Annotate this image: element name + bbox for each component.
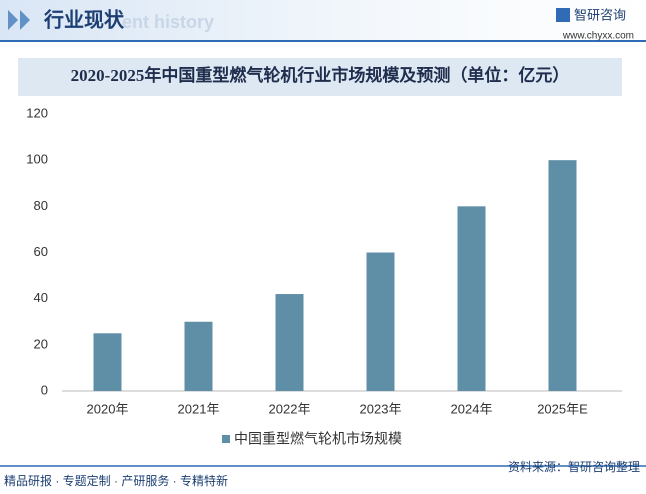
x-tick-label: 2021年 <box>178 401 220 416</box>
brand-url: www.chyxx.com <box>562 31 634 42</box>
y-tick-label: 40 <box>34 290 48 305</box>
legend-swatch <box>222 435 230 443</box>
header-title: 行业现状 <box>43 7 125 31</box>
y-tick-label: 20 <box>34 336 48 351</box>
bar <box>275 294 304 391</box>
bar <box>548 160 577 391</box>
header-band <box>0 0 646 42</box>
y-tick-label: 100 <box>26 152 48 167</box>
y-tick-label: 80 <box>34 198 48 213</box>
bar <box>457 206 486 391</box>
header-icon <box>8 10 30 30</box>
footer-left: 精品研报 · 专题定制 · 产研服务 · 专精特新 <box>4 473 228 488</box>
x-tick-label: 2025年E <box>537 401 588 416</box>
title-box <box>18 58 622 96</box>
header-rule <box>0 40 646 42</box>
footer-source: 资料来源：智研咨询整理 <box>508 459 640 474</box>
y-tick-label: 120 <box>26 105 48 120</box>
x-tick-label: 2020年 <box>87 401 129 416</box>
chart-title: 2020-2025年中国重型燃气轮机行业市场规模及预测（单位：亿元） <box>71 65 570 85</box>
bar <box>366 252 395 391</box>
y-tick-label: 60 <box>34 244 48 259</box>
brand-name: 智研咨询 <box>574 7 626 22</box>
brand-logo <box>556 8 570 22</box>
x-tick-label: 2023年 <box>360 401 402 416</box>
header-watermark: ent history <box>122 12 214 32</box>
x-tick-label: 2022年 <box>269 401 311 416</box>
bar <box>93 333 122 391</box>
bar <box>184 321 213 391</box>
y-tick-label: 0 <box>41 382 48 397</box>
legend-label: 中国重型燃气轮机市场规模 <box>234 431 402 447</box>
x-tick-label: 2024年 <box>451 401 493 416</box>
